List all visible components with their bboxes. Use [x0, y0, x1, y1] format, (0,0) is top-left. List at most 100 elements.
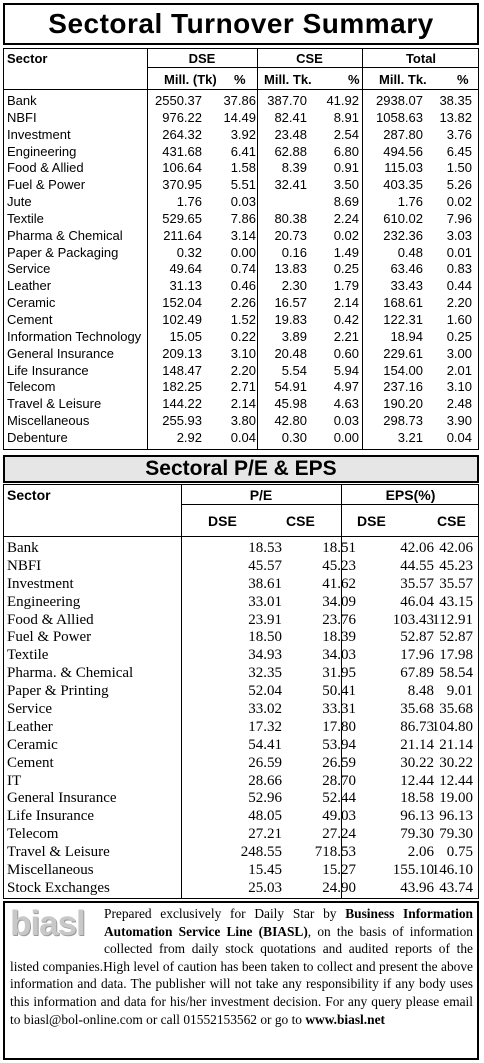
pe-cse-value: 50.41: [322, 683, 356, 700]
total-pct-value: 0.04: [446, 429, 472, 445]
pe-eps-row: Food & Allied 23.91 23.76 103.43 112.91: [4, 612, 478, 630]
dse-mill-value: 976.22: [162, 109, 202, 125]
sector-name: Jute: [7, 194, 32, 210]
pe-eps-row: Fuel & Power 18.50 18.39 52.87 52.87: [4, 629, 478, 647]
eps-cse-value: 17.98: [439, 647, 473, 664]
sector-name: General Insurance: [7, 345, 114, 361]
total-mill-value: 115.03: [384, 160, 423, 176]
turnover-row: Textile 529.65 7.86 80.38 2.24 610.02 7.96: [4, 211, 478, 228]
sector-name: Service: [7, 261, 51, 277]
pe-dse-value: 28.66: [248, 772, 282, 789]
eps-dse-header: DSE: [357, 513, 386, 529]
cse-pct-value: 5.94: [333, 362, 359, 378]
pe-cse-value: 33.31: [322, 701, 356, 718]
total-mill-value: 63.46: [390, 261, 423, 277]
turnover-row: NBFI 976.22 14.49 82.41 8.91 1058.63 13.82: [4, 110, 478, 127]
eps-cse-value: 30.22: [439, 754, 473, 771]
pe-dse-header: DSE: [208, 513, 237, 529]
dse-mill-value: 182.25: [162, 379, 202, 395]
sector-name: Leather: [7, 278, 52, 294]
sector-name: Leather: [7, 718, 53, 735]
cse-mill-value: 5.54: [281, 362, 307, 378]
sector-name: Investment: [7, 575, 74, 592]
total-pct-value: 2.48: [446, 396, 472, 412]
cse-pct-value: 6.80: [333, 143, 359, 159]
cse-pct-value: 8.69: [333, 194, 359, 210]
eps-cse-value: 104.80: [431, 718, 473, 735]
total-mill-value: 403.35: [383, 177, 423, 193]
cse-mill-value: 0.30: [281, 429, 307, 445]
pe-dse-value: 32.35: [248, 665, 282, 682]
total-mill-value: 122.31: [383, 311, 423, 327]
pe-eps-sector-header: Sector: [7, 487, 51, 503]
cse-mill-value: 82.41: [274, 109, 307, 125]
dse-mill-value: 2550.37: [155, 93, 202, 108]
turnover-row: Leather 31.13 0.46 2.30 1.79 33.43 0.44: [4, 278, 478, 295]
cse-pct-value: 2.54: [333, 126, 359, 142]
eps-dse-value: 42.06: [400, 540, 434, 556]
sector-name: Paper & Printing: [7, 683, 109, 700]
eps-cse-value: 112.91: [432, 611, 473, 628]
cse-mill-value: 62.88: [274, 143, 307, 159]
cse-mill-value: 0.16: [281, 244, 307, 260]
pe-cse-value: 23.76: [322, 611, 356, 628]
turnover-dse-pct-header: %: [234, 72, 246, 87]
turnover-row: Cement 102.49 1.52 19.83 0.42 122.31 1.60: [4, 312, 478, 329]
eps-dse-value: 44.55: [400, 557, 434, 574]
pe-dse-value: 33.01: [248, 593, 282, 610]
dse-mill-value: 255.93: [162, 413, 202, 429]
total-pct-value: 0.02: [446, 194, 472, 210]
pe-cse-value: 52.44: [322, 790, 356, 807]
total-pct-value: 0.25: [446, 328, 472, 344]
pe-dse-value: 23.91: [248, 611, 282, 628]
turnover-rows: Bank 2550.37 37.86 387.70 41.92 2938.07 38.35 N…: [4, 93, 478, 447]
sector-name: NBFI: [7, 557, 42, 574]
dse-mill-value: 431.68: [162, 143, 202, 159]
turnover-row: Bank 2550.37 37.86 387.70 41.92 2938.07 38.35: [4, 93, 478, 110]
pe-eps-row: Engineering 33.01 34.09 46.04 43.15: [4, 594, 478, 612]
total-mill-value: 237.16: [383, 379, 423, 395]
dse-pct-value: 14.49: [223, 109, 256, 125]
pe-eps-title: Sectoral P/E & EPS: [3, 455, 479, 483]
total-pct-value: 6.45: [446, 143, 472, 159]
turnover-row: Debenture 2.92 0.04 0.30 0.00 3.21 0.04: [4, 430, 478, 447]
turnover-row: Investment 264.32 3.92 23.48 2.54 287.80 3.76: [4, 127, 478, 144]
total-pct-value: 0.44: [446, 278, 472, 294]
sector-name: General Insurance: [7, 790, 117, 807]
sector-name: Miscellaneous: [7, 413, 90, 429]
turnover-cse-pct-header: %: [348, 72, 360, 87]
cse-pct-value: 8.91: [333, 109, 359, 125]
pe-cse-value: 28.70: [322, 772, 356, 789]
total-pct-value: 13.82: [439, 109, 472, 125]
total-pct-value: 7.96: [446, 210, 472, 226]
eps-cse-value: 35.57: [439, 575, 473, 592]
pe-cse-value: 53.94: [322, 736, 356, 753]
turnover-sector-header: Sector: [7, 51, 48, 66]
turnover-cse-mill-header: Mill. Tk.: [264, 72, 312, 87]
cse-mill-value: 42.80: [274, 413, 307, 429]
eps-dse-value: 43.96: [400, 879, 434, 896]
pe-cse-value: 45.23: [322, 557, 356, 574]
total-pct-value: 0.83: [446, 261, 472, 277]
sector-name: Textile: [7, 647, 49, 664]
eps-cse-value: 21.14: [439, 736, 473, 753]
dse-pct-value: 0.74: [230, 261, 256, 277]
turnover-row: Pharma & Chemical 211.64 3.14 20.73 0.02 232.…: [4, 228, 478, 245]
pe-dse-value: 25.03: [248, 879, 282, 896]
pe-dse-value: 52.04: [248, 683, 282, 700]
pe-cse-value: 17.80: [322, 718, 356, 735]
sector-name: Ceramic: [7, 295, 56, 311]
turnover-row: Miscellaneous 255.93 3.80 42.80 0.03 298.73 3.…: [4, 413, 478, 430]
dse-pct-value: 3.92: [230, 126, 256, 142]
pe-dse-value: 248.55: [240, 844, 282, 861]
sector-name: Fuel & Power: [7, 629, 92, 646]
pe-eps-row: Leather 17.32 17.80 86.73 104.80: [4, 719, 478, 737]
sector-name: Miscellaneous: [7, 862, 94, 879]
sector-name: NBFI: [7, 109, 37, 125]
cse-pct-value: 1.79: [333, 278, 359, 294]
pe-cse-value: 34.09: [322, 593, 356, 610]
cse-mill-value: 13.83: [274, 261, 307, 277]
eps-cse-header: CSE: [437, 513, 466, 529]
cse-mill-value: 45.98: [274, 396, 307, 412]
sector-name: Investment: [7, 126, 71, 142]
